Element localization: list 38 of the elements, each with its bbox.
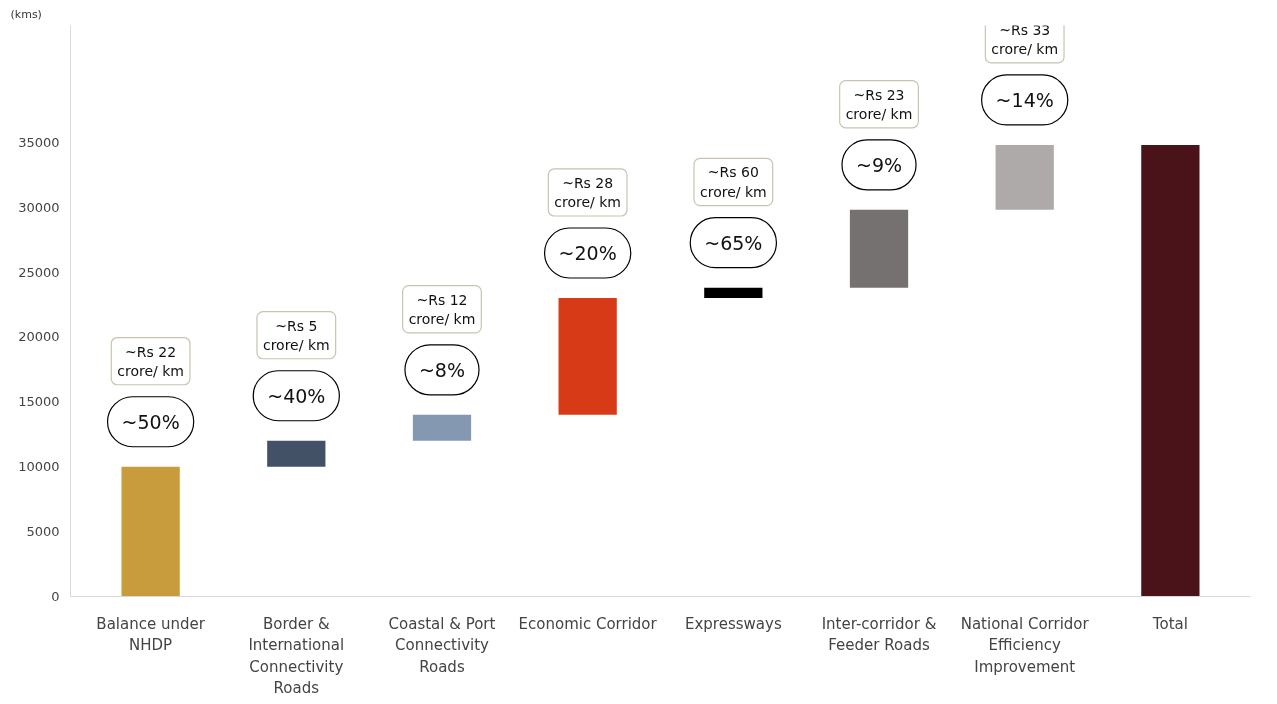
x-tick-label: Coastal & Port Connectivity Roads <box>388 614 496 676</box>
x-tick-label: Expressways <box>684 614 782 633</box>
annotation: ~40% <box>267 384 326 407</box>
x-tick-label: Economic Corridor <box>518 614 658 633</box>
y-tick-label: 10000 <box>18 459 60 475</box>
y-tick-label: 25000 <box>18 264 60 280</box>
bar <box>849 209 909 288</box>
annotation: ~Rs 28 crore/ km <box>554 174 622 211</box>
bar <box>1141 144 1200 597</box>
bar <box>267 440 326 467</box>
annotation: ~Rs 12 crore/ km <box>408 291 476 327</box>
x-tick-label: Border & International Connectivity Roads <box>248 614 345 698</box>
x-tick-label: Inter-corridor & Feeder Roads <box>821 614 937 655</box>
y-axis-title: (kms) <box>10 7 42 21</box>
annotation: ~14% <box>995 88 1054 111</box>
annotation: ~Rs 60 crore/ km <box>700 164 767 200</box>
annotation: ~65% <box>704 231 763 254</box>
bar <box>412 414 472 441</box>
bar <box>995 144 1054 210</box>
bar <box>704 287 763 299</box>
x-tick-label: Total <box>1151 614 1188 633</box>
y-tick-label: 35000 <box>18 134 60 150</box>
annotation: ~Rs 22 crore/ km <box>117 343 184 379</box>
y-tick-label: 20000 <box>18 329 60 345</box>
x-tick-label: Balance under NHDP <box>96 614 206 655</box>
y-tick-label: 5000 <box>26 524 60 540</box>
y-tick-label: 0 <box>51 589 60 604</box>
annotation: ~50% <box>121 410 180 433</box>
y-tick-label: 30000 <box>18 199 60 215</box>
annotation: ~Rs 23 crore/ km <box>845 86 913 122</box>
x-tick-label: National Corridor Efficiency Improvement <box>960 614 1090 676</box>
annotation: ~20% <box>558 242 617 265</box>
y-tick-label: 15000 <box>18 394 60 410</box>
annotation: ~8% <box>418 358 466 381</box>
annotation: ~9% <box>855 153 903 176</box>
annotation: ~Rs 5 crore/ km <box>262 317 330 353</box>
bar <box>121 466 180 597</box>
bar <box>558 298 617 415</box>
